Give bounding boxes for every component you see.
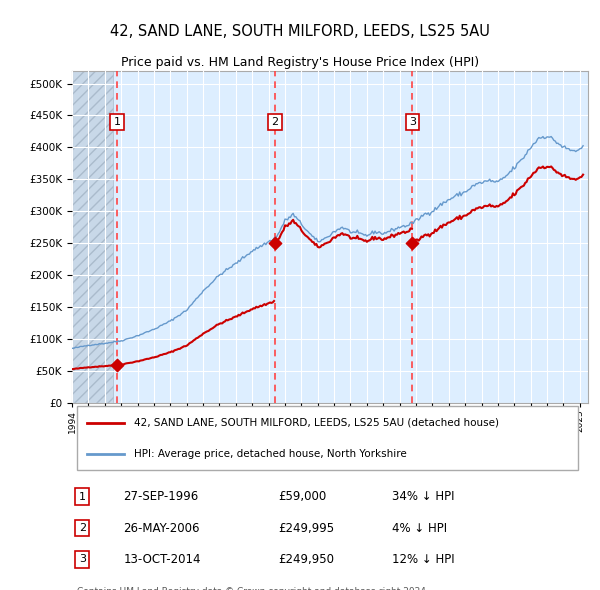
Bar <box>72 71 113 403</box>
Point <box>271 238 280 248</box>
Text: 2: 2 <box>272 117 278 127</box>
Text: £249,995: £249,995 <box>278 522 335 535</box>
Text: Contains HM Land Registry data © Crown copyright and database right 2024.
This d: Contains HM Land Registry data © Crown c… <box>77 586 429 590</box>
Text: £249,950: £249,950 <box>278 553 334 566</box>
Point <box>112 360 122 370</box>
Point <box>407 238 417 248</box>
Text: 27-SEP-1996: 27-SEP-1996 <box>124 490 199 503</box>
Bar <box>72 71 113 403</box>
Text: 1: 1 <box>79 492 86 502</box>
Text: 42, SAND LANE, SOUTH MILFORD, LEEDS, LS25 5AU: 42, SAND LANE, SOUTH MILFORD, LEEDS, LS2… <box>110 24 490 38</box>
Text: 13-OCT-2014: 13-OCT-2014 <box>124 553 201 566</box>
Text: 4% ↓ HPI: 4% ↓ HPI <box>392 522 447 535</box>
Text: 2: 2 <box>79 523 86 533</box>
FancyBboxPatch shape <box>77 407 578 470</box>
Text: 3: 3 <box>79 555 86 565</box>
Text: HPI: Average price, detached house, North Yorkshire: HPI: Average price, detached house, Nort… <box>134 449 407 459</box>
Text: £59,000: £59,000 <box>278 490 326 503</box>
Text: 26-MAY-2006: 26-MAY-2006 <box>124 522 200 535</box>
Text: 34% ↓ HPI: 34% ↓ HPI <box>392 490 454 503</box>
Text: 12% ↓ HPI: 12% ↓ HPI <box>392 553 455 566</box>
Text: 1: 1 <box>113 117 121 127</box>
Text: 3: 3 <box>409 117 416 127</box>
Text: Price paid vs. HM Land Registry's House Price Index (HPI): Price paid vs. HM Land Registry's House … <box>121 56 479 69</box>
Text: 42, SAND LANE, SOUTH MILFORD, LEEDS, LS25 5AU (detached house): 42, SAND LANE, SOUTH MILFORD, LEEDS, LS2… <box>134 418 499 428</box>
